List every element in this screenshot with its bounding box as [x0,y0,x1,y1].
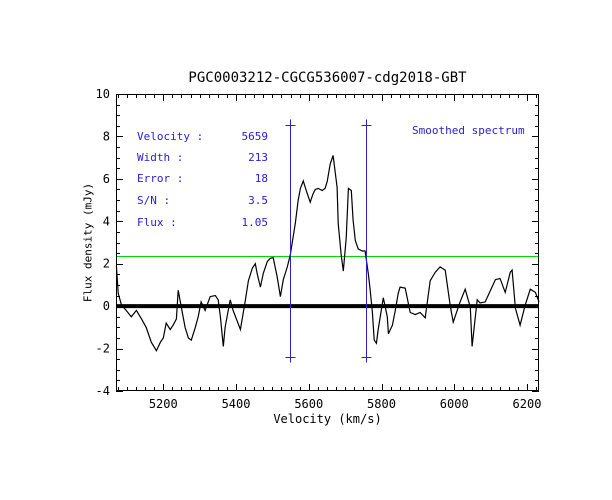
width-param-label: Width : [137,151,184,164]
y-tick-label: 4 [103,214,110,228]
fit-param-row-flux: Flux : 1.05 [137,216,268,230]
y-axis-title: Flux density (mJy) [81,182,95,303]
smoothed-spectrum-label: Smoothed spectrum [412,124,525,137]
y-tick-label: 6 [103,172,110,186]
velocity-param-value: 5659 [241,130,269,143]
y-tick-label: 10 [96,87,110,101]
plot-title: PGC0003212-CGCG536007-cdg2018-GBT [188,70,467,86]
y-tick-label: -2 [96,342,110,356]
fit-param-row-velocity: Velocity : 5659 [137,130,268,144]
fit-param-row-width: Width : 213 [137,151,268,165]
axis-ticks [116,94,539,392]
y-tick-label: -4 [96,384,110,398]
y-tick-label: 2 [103,257,110,271]
fit-param-row-error: Error : 18 [137,172,268,186]
x-tick-label: 5600 [294,397,323,411]
spectrum-line [115,155,540,352]
x-tick-label: 6000 [440,397,469,411]
axis-box [116,94,539,391]
y-tick-label: 8 [103,129,110,143]
velocity-param-label: Velocity : [137,130,204,143]
flux-param-value: 1.05 [241,216,269,229]
x-axis-title: Velocity (km/s) [273,412,382,426]
width-param-value: 213 [248,151,268,164]
x-tick-label: 5400 [222,397,251,411]
flux-param-label: Flux : [137,216,177,229]
velocity-range-marker-right [361,119,372,363]
x-tick-label: 5200 [149,397,178,411]
velocity-range-marker-left [285,119,296,363]
sn-param-value: 3.5 [248,194,268,207]
fit-param-row-sn: S/N : 3.5 [137,194,268,208]
x-tick-label: 6200 [513,397,542,411]
x-tick-label: 5800 [367,397,396,411]
y-tick-label: 0 [103,299,110,313]
error-param-value: 18 [254,172,268,185]
error-param-label: Error : [137,172,184,185]
sn-param-label: S/N : [137,194,171,207]
